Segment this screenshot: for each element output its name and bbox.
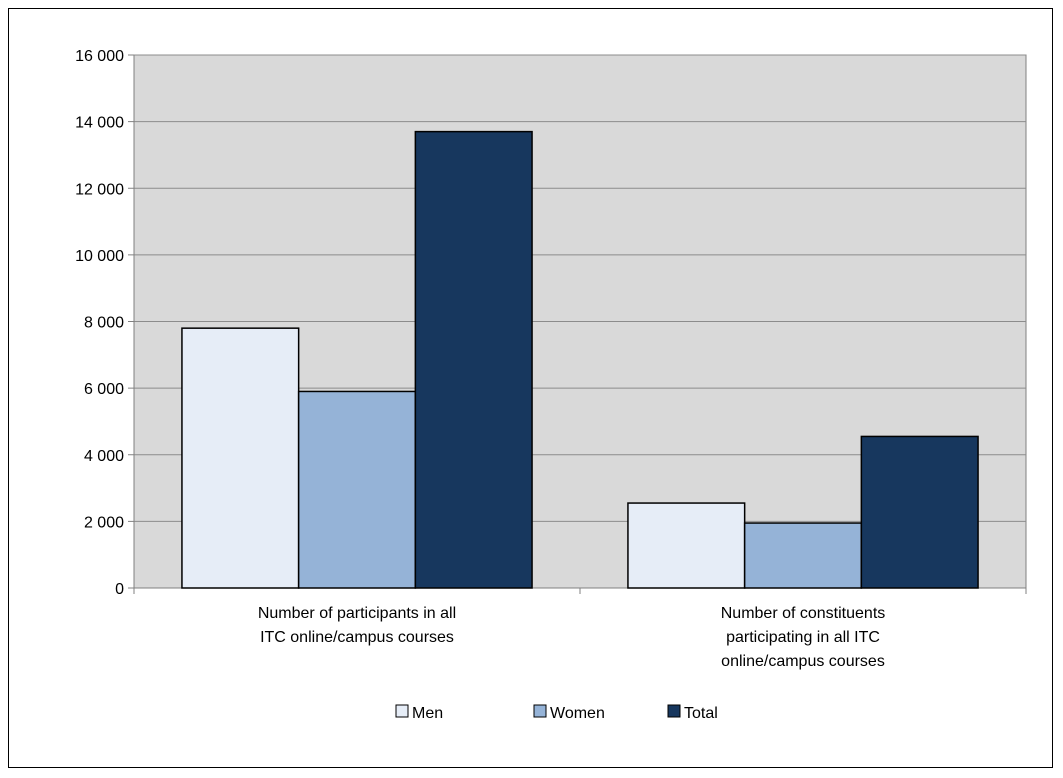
bar-total bbox=[414, 130, 533, 589]
y-tick-label: 6 000 bbox=[84, 381, 124, 398]
legend-swatch-men bbox=[395, 704, 409, 718]
bar-men bbox=[181, 327, 300, 589]
y-tick-label: 12 000 bbox=[75, 181, 124, 198]
bar-men bbox=[627, 502, 746, 589]
y-tick-label: 8 000 bbox=[84, 315, 124, 332]
y-tick-label: 10 000 bbox=[75, 248, 124, 265]
category-label: Number of participants in all ITC online/… bbox=[258, 605, 456, 646]
legend-swatch-total bbox=[667, 704, 681, 718]
y-tick-label: 4 000 bbox=[84, 448, 124, 465]
legend-label-total: Total bbox=[684, 705, 718, 722]
category-label-line: online/campus courses bbox=[721, 653, 885, 670]
category-label-line: Number of participants in all bbox=[258, 605, 456, 622]
category-label-line: Number of constituents bbox=[721, 605, 886, 622]
category-label-line: participating in all ITC bbox=[726, 629, 880, 646]
category-label-line: ITC online/campus courses bbox=[260, 629, 454, 646]
y-tick-label: 14 000 bbox=[75, 115, 124, 132]
bar-women bbox=[743, 522, 863, 589]
legend-label-men: Men bbox=[412, 705, 443, 722]
y-tick-label: 0 bbox=[115, 581, 124, 598]
y-tick-label: 16 000 bbox=[75, 48, 124, 65]
legend-swatch-women bbox=[533, 704, 547, 718]
bar-women bbox=[297, 390, 417, 589]
category-label: Number of constituents participating in a… bbox=[721, 605, 886, 670]
y-tick-label: 2 000 bbox=[84, 514, 124, 531]
bar-total bbox=[860, 435, 979, 589]
legend-label-women: Women bbox=[550, 705, 605, 722]
